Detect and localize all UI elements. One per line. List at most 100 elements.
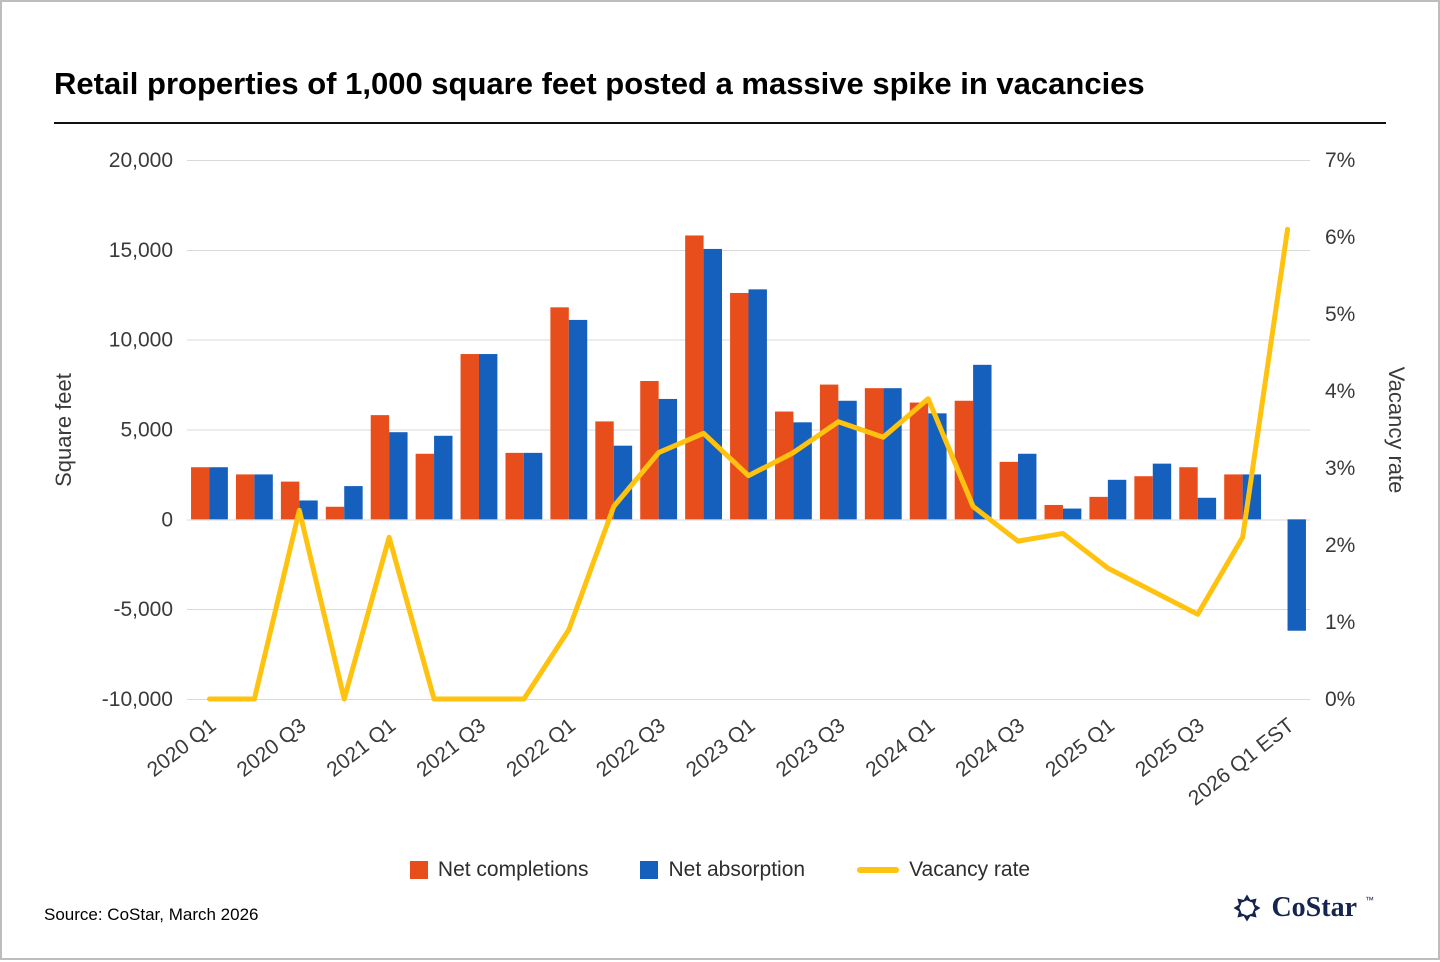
costar-logo: CoStar ™ bbox=[1231, 892, 1374, 924]
right-axis-tick-label: 1% bbox=[1325, 611, 1355, 634]
right-axis-tick-label: 4% bbox=[1325, 380, 1355, 403]
bar-net-completions bbox=[235, 474, 255, 520]
x-axis-tick-label: 2025 Q3 bbox=[1131, 714, 1209, 782]
bar-net-absorption bbox=[389, 432, 408, 520]
bar-net-completions bbox=[1044, 504, 1063, 520]
net-absorption-swatch bbox=[640, 861, 659, 879]
bar-net-completions bbox=[505, 452, 524, 520]
bar-net-absorption bbox=[478, 354, 498, 520]
bar-net-absorption bbox=[1107, 479, 1127, 520]
left-axis-tick-label: 10,000 bbox=[109, 329, 173, 352]
x-axis-tick-label: 2022 Q3 bbox=[592, 714, 670, 782]
right-axis-tick-label: 6% bbox=[1325, 226, 1355, 249]
bar-net-completions bbox=[370, 415, 390, 520]
bar-net-absorption bbox=[344, 486, 363, 520]
right-axis-tick-label: 0% bbox=[1325, 688, 1355, 711]
bar-net-absorption bbox=[1018, 453, 1037, 520]
bar-net-absorption bbox=[209, 467, 228, 520]
costar-pinwheel-icon bbox=[1233, 894, 1261, 922]
legend-item-net-completions: Net completions bbox=[409, 858, 589, 882]
right-axis-tick-label: 2% bbox=[1325, 534, 1355, 557]
bars-net-absorption bbox=[209, 248, 1306, 631]
x-axis-tick-label: 2023 Q3 bbox=[772, 714, 850, 782]
bar-net-completions bbox=[909, 402, 929, 520]
bar-net-absorption bbox=[1062, 508, 1082, 520]
legend-item-net-absorption: Net absorption bbox=[640, 858, 805, 882]
bar-net-absorption bbox=[973, 364, 992, 520]
title-divider bbox=[54, 122, 1386, 124]
x-axis-tick-label: 2024 Q3 bbox=[951, 714, 1029, 782]
bar-net-completions bbox=[415, 453, 435, 520]
x-axis-tick-label: 2020 Q3 bbox=[233, 714, 311, 782]
bars-net-completions bbox=[191, 235, 1243, 520]
right-axis-tick-label: 7% bbox=[1325, 149, 1355, 172]
trademark-symbol: ™ bbox=[1365, 895, 1374, 905]
bar-net-completions bbox=[595, 421, 614, 520]
bar-net-absorption bbox=[883, 388, 902, 520]
right-axis-tick-label: 3% bbox=[1325, 457, 1355, 480]
bar-net-completions bbox=[550, 307, 569, 520]
right-axis-tick-label: 5% bbox=[1325, 303, 1355, 326]
x-axis-tick-label: 2025 Q1 bbox=[1041, 714, 1119, 782]
left-axis-ticks: 20,000 15,000 10,000 5,000 0 -5,000 -10,000 bbox=[102, 149, 173, 711]
bar-net-absorption bbox=[1287, 519, 1306, 631]
source-note: Source: CoStar, March 2026 bbox=[44, 905, 259, 924]
bar-net-completions bbox=[1179, 467, 1198, 520]
bar-net-completions bbox=[864, 388, 884, 520]
bar-net-completions bbox=[1134, 476, 1153, 520]
left-axis-title: Square feet bbox=[51, 373, 76, 487]
x-axis-tick-label: 2022 Q1 bbox=[502, 714, 580, 782]
x-axis-tick-label: 2024 Q1 bbox=[862, 714, 940, 782]
bar-net-completions bbox=[1224, 474, 1243, 520]
bar-net-absorption bbox=[299, 500, 318, 520]
bar-net-completions bbox=[640, 380, 659, 520]
legend-label-net-completions: Net completions bbox=[437, 858, 589, 881]
costar-wordmark: CoStar bbox=[1271, 892, 1357, 923]
bar-net-absorption bbox=[523, 452, 543, 520]
left-axis-tick-label: 0 bbox=[161, 508, 173, 531]
bar-net-absorption bbox=[928, 413, 947, 520]
bar-net-completions bbox=[1089, 496, 1108, 520]
vacancy-rate-line bbox=[206, 226, 1291, 702]
bar-net-absorption bbox=[838, 400, 857, 520]
right-axis-ticks: 7% 6% 5% 4% 3% 2% 1% 0% bbox=[1325, 149, 1355, 711]
bar-net-absorption bbox=[1197, 497, 1217, 520]
legend-item-vacancy-rate: Vacancy rate bbox=[857, 858, 1030, 882]
bar-net-absorption bbox=[254, 474, 273, 520]
chart-title: Retail properties of 1,000 square feet p… bbox=[54, 66, 1145, 101]
bar-net-absorption bbox=[658, 398, 678, 520]
x-axis-tick-label: 2023 Q1 bbox=[682, 714, 760, 782]
x-axis-ticks: 2020 Q1 2020 Q3 2021 Q1 2021 Q3 2022 Q1 2022 … bbox=[143, 714, 1299, 811]
x-axis-tick-label: 2020 Q1 bbox=[143, 714, 221, 782]
net-completions-swatch bbox=[409, 861, 428, 879]
left-axis-tick-label: -10,000 bbox=[102, 688, 173, 711]
bar-net-absorption bbox=[434, 435, 453, 520]
bar-net-absorption bbox=[613, 445, 633, 520]
bar-net-completions bbox=[685, 235, 704, 520]
bar-net-completions bbox=[999, 461, 1019, 520]
x-axis-tick-label: 2021 Q1 bbox=[323, 714, 401, 782]
bar-net-absorption bbox=[703, 248, 722, 520]
bar-net-completions bbox=[191, 467, 210, 520]
legend-label-vacancy-rate: Vacancy rate bbox=[909, 858, 1031, 881]
bar-net-completions bbox=[730, 292, 749, 520]
bar-net-absorption bbox=[748, 289, 767, 520]
bar-net-absorption bbox=[793, 422, 812, 520]
bar-net-completions bbox=[280, 481, 300, 520]
left-axis-tick-label: 15,000 bbox=[109, 239, 173, 262]
gridlines bbox=[187, 160, 1310, 700]
left-axis-tick-label: -5,000 bbox=[113, 598, 173, 621]
x-axis-tick-label: 2021 Q3 bbox=[412, 714, 490, 782]
bar-net-completions bbox=[775, 411, 794, 520]
bar-net-absorption bbox=[568, 319, 588, 520]
vacancy-rate-swatch bbox=[857, 867, 900, 873]
bar-net-completions bbox=[819, 384, 839, 520]
right-axis-title: Vacancy rate bbox=[1384, 366, 1409, 494]
bar-net-completions bbox=[460, 354, 479, 520]
legend-label-net-absorption: Net absorption bbox=[668, 858, 806, 881]
chart-legend: Net completions Net absorption Vacancy r… bbox=[2, 858, 1438, 882]
left-axis-tick-label: 20,000 bbox=[109, 149, 173, 172]
left-axis-tick-label: 5,000 bbox=[120, 419, 173, 442]
